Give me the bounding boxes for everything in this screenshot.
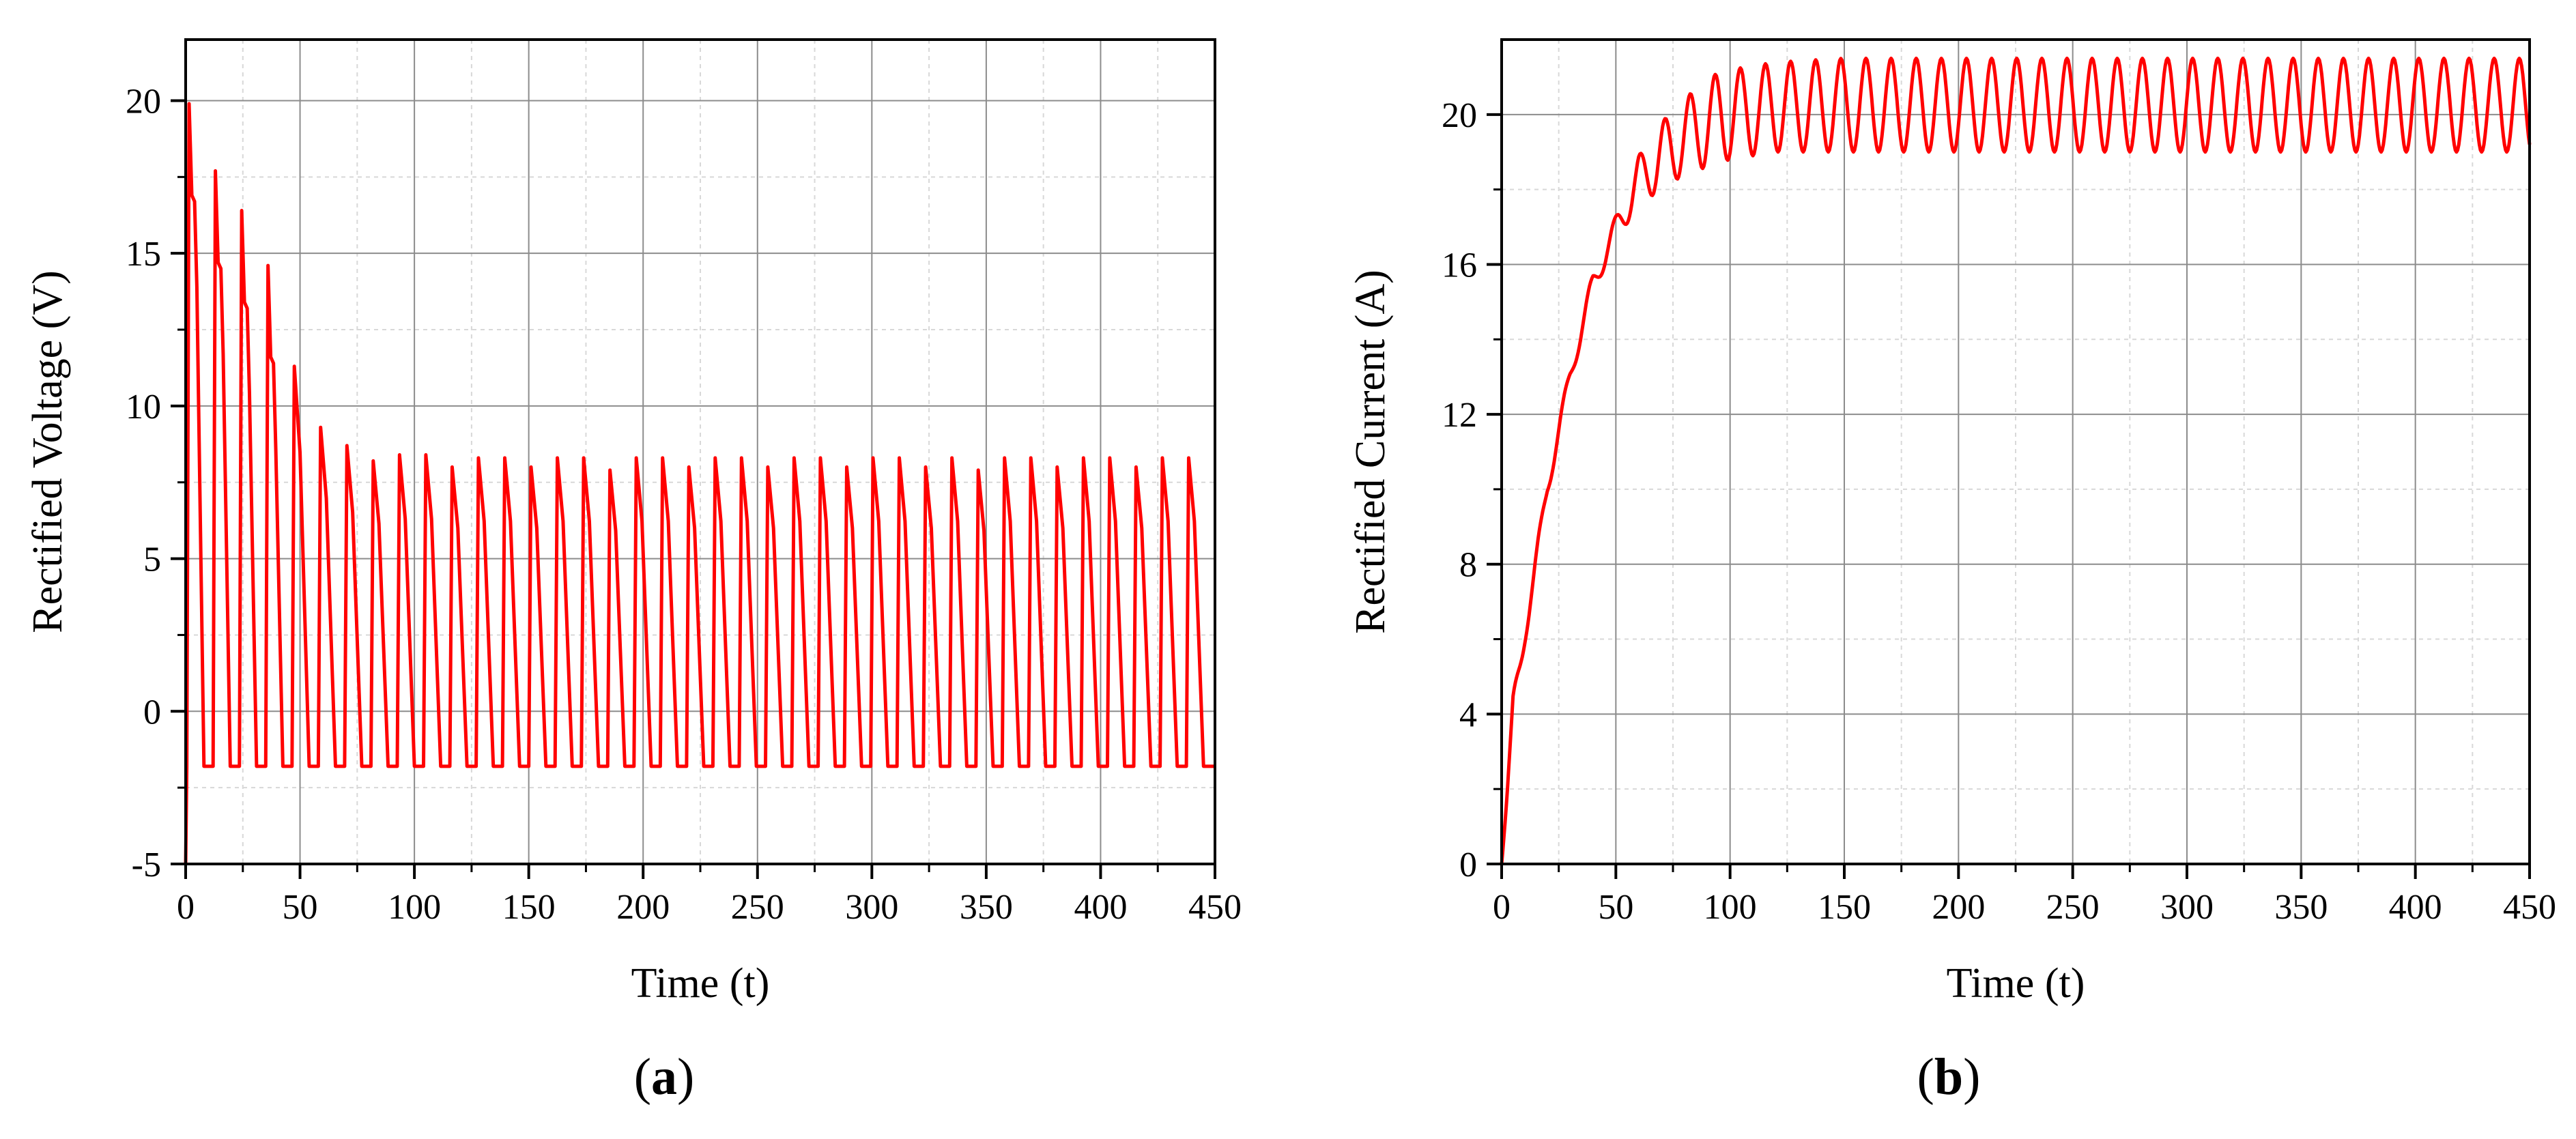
x-axis-title: Time (t) xyxy=(1947,960,2085,1007)
y-tick-label: 16 xyxy=(1442,246,1477,285)
panel-letter-a: a xyxy=(651,1048,677,1106)
y-tick-label: 20 xyxy=(126,82,161,121)
x-tick-label: 100 xyxy=(1704,888,1757,927)
x-tick-label: 450 xyxy=(1188,888,1242,927)
panel-label-b: (b) xyxy=(1917,1048,1981,1106)
chart-voltage: 0 50 100 150 200 250 300 350 400 450 -5 0 5 10 15 20 Tim… xyxy=(25,38,1242,1007)
panel-label-a: (a) xyxy=(633,1048,695,1106)
y-tick-label: 12 xyxy=(1442,396,1477,435)
x-tick-label: 400 xyxy=(2389,888,2442,927)
x-tick-label: 200 xyxy=(1932,888,1985,927)
x-tick-label: 300 xyxy=(845,888,898,927)
y-tick-label: 10 xyxy=(126,388,161,427)
x-tick-label: 250 xyxy=(2046,888,2100,927)
y-tick-label: 8 xyxy=(1459,546,1477,585)
x-tick-label: 450 xyxy=(2503,888,2556,927)
x-tick-label: 200 xyxy=(616,888,670,927)
x-tick-label: 350 xyxy=(960,888,1013,927)
x-tick-label: 150 xyxy=(502,888,556,927)
x-tick-label: 100 xyxy=(388,888,441,927)
series-line xyxy=(1500,57,2532,865)
x-tick-label: 350 xyxy=(2274,888,2328,927)
x-tick-label: 300 xyxy=(2160,888,2214,927)
x-tick-label: 150 xyxy=(1818,888,1871,927)
y-tick-label: 4 xyxy=(1459,695,1477,734)
panel-letter-b: b xyxy=(1934,1048,1964,1106)
y-tick-label: 5 xyxy=(143,540,161,579)
y-tick-label: 0 xyxy=(143,693,161,732)
y-tick-label: 0 xyxy=(1459,846,1477,884)
x-axis-title: Time (t) xyxy=(631,960,770,1007)
series-line xyxy=(184,102,1215,865)
y-axis-title: Rectified Current (A) xyxy=(1347,270,1394,634)
x-tick-label: 250 xyxy=(731,888,784,927)
y-axis-title: Rectified Voltage (V) xyxy=(25,270,71,633)
y-tick-label: 20 xyxy=(1442,96,1477,135)
y-tick-label: 15 xyxy=(126,235,161,274)
chart-current: 0 50 100 150 200 250 300 350 400 450 0 4 8 12 16 20 Time… xyxy=(1347,38,2556,1007)
y-tick-label: -5 xyxy=(132,846,161,884)
x-tick-label: 400 xyxy=(1074,888,1127,927)
x-tick-label: 50 xyxy=(1598,888,1633,927)
x-tick-label: 0 xyxy=(1493,888,1511,927)
x-tick-label: 50 xyxy=(283,888,318,927)
x-tick-label: 0 xyxy=(177,888,195,927)
